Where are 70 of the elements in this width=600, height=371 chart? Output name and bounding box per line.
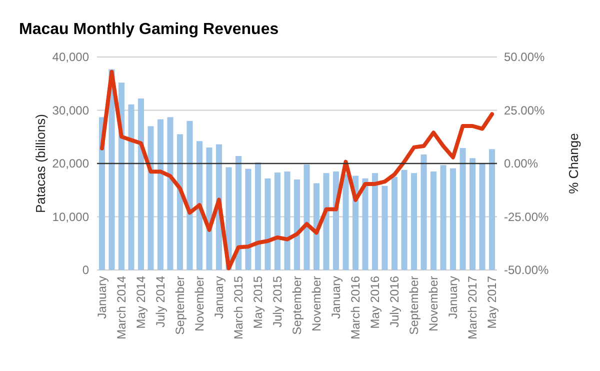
bar	[410, 173, 418, 270]
bar	[362, 178, 368, 270]
x-tick-label: March 2016	[348, 276, 363, 340]
chart-title: Macau Monthly Gaming Revenues	[19, 21, 279, 38]
y-tick-label: 0	[82, 263, 90, 278]
y-tick-label: 10,000	[52, 210, 90, 224]
x-tick-label: November	[192, 276, 206, 332]
bar	[372, 173, 378, 270]
y2-axis-title: % Change	[566, 133, 581, 194]
x-tick-label: September	[290, 276, 304, 335]
x-tick-label: May 2015	[250, 276, 265, 329]
bar	[401, 170, 408, 270]
bar	[167, 117, 174, 270]
bar	[460, 148, 466, 270]
x-tick-label: November	[426, 276, 441, 332]
y2-tick-label: 0.00%	[504, 156, 538, 171]
x-tick-label: March 2015	[231, 276, 246, 340]
bar	[235, 156, 242, 270]
bar	[128, 104, 134, 270]
bar	[245, 168, 252, 270]
bar	[489, 149, 496, 270]
line-series	[100, 70, 494, 270]
y2-tick-label: 50.00%	[504, 50, 546, 64]
bar	[138, 98, 144, 270]
x-tick-label: July 2014	[153, 276, 168, 328]
bar	[186, 120, 193, 270]
bar	[440, 165, 446, 270]
bar	[470, 158, 476, 270]
bar	[206, 148, 212, 270]
bar	[148, 126, 154, 270]
bar	[304, 164, 310, 270]
bar	[382, 186, 388, 270]
y-tick-label: 30,000	[52, 103, 90, 118]
bar	[284, 171, 290, 270]
bar	[157, 119, 164, 270]
bar	[450, 168, 456, 270]
bar	[176, 134, 184, 270]
bar	[196, 141, 203, 270]
y2-tick-label: -25.00%	[504, 210, 550, 224]
bar	[391, 176, 398, 270]
x-tick-label: January	[212, 276, 226, 319]
x-tick-label: May 2016	[368, 276, 382, 329]
y-tick-label: 20,000	[52, 156, 90, 171]
x-tick-label: March 2014	[114, 276, 128, 340]
y2-tick-label: -50.00%	[504, 263, 550, 278]
x-tick-label: September	[172, 276, 187, 335]
y-tick-label: 40,000	[52, 50, 90, 64]
x-tick-label: May 2014	[134, 276, 148, 329]
bar	[254, 162, 262, 270]
bar	[323, 173, 330, 270]
x-tick-label: March 2017	[466, 276, 480, 340]
x-tick-label: July 2015	[270, 276, 284, 328]
x-tick-label: January	[94, 276, 109, 319]
bar	[342, 174, 349, 270]
x-tick-label: September	[407, 276, 422, 335]
y2-tick-label: 25.00%	[504, 103, 546, 118]
x-tick-label: July 2016	[388, 276, 402, 328]
x-tick-label: May 2017	[485, 276, 500, 329]
bar	[264, 178, 271, 270]
y-axis-title: Patacas (billions)	[33, 114, 48, 213]
bar	[294, 179, 300, 270]
bar	[313, 183, 320, 270]
bar	[118, 82, 124, 270]
bar	[420, 154, 427, 270]
x-tick-label: November	[310, 276, 324, 332]
bar	[274, 172, 281, 270]
bar	[430, 171, 437, 270]
x-tick-label: January	[446, 276, 460, 319]
x-tick-label: January	[329, 276, 344, 319]
bar	[479, 164, 486, 270]
